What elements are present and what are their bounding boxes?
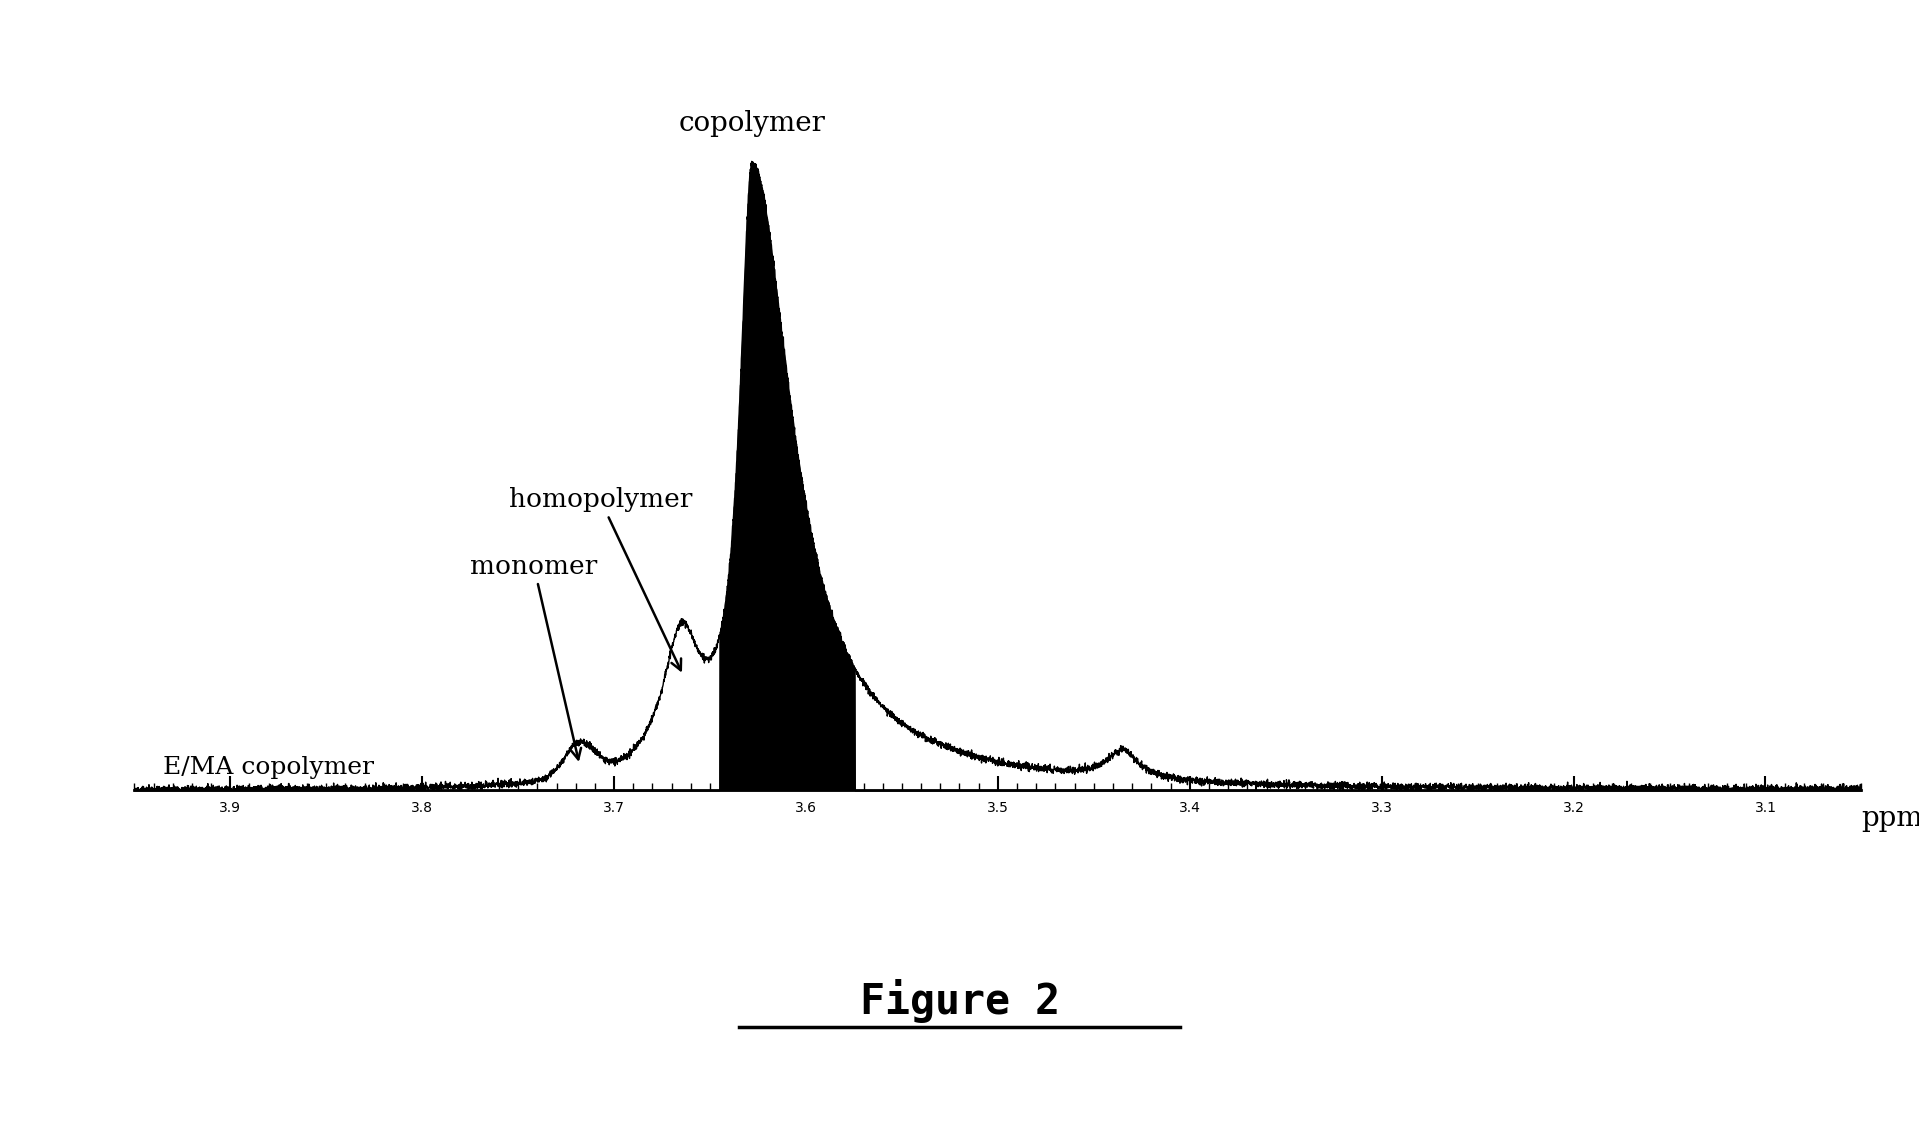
Text: copolymer: copolymer [679, 111, 825, 137]
Text: E/MA copolymer: E/MA copolymer [163, 756, 374, 778]
Text: monomer: monomer [470, 553, 597, 759]
Text: homopolymer: homopolymer [509, 487, 693, 671]
Text: ppm: ppm [1861, 805, 1919, 832]
Text: Figure 2: Figure 2 [860, 979, 1059, 1022]
